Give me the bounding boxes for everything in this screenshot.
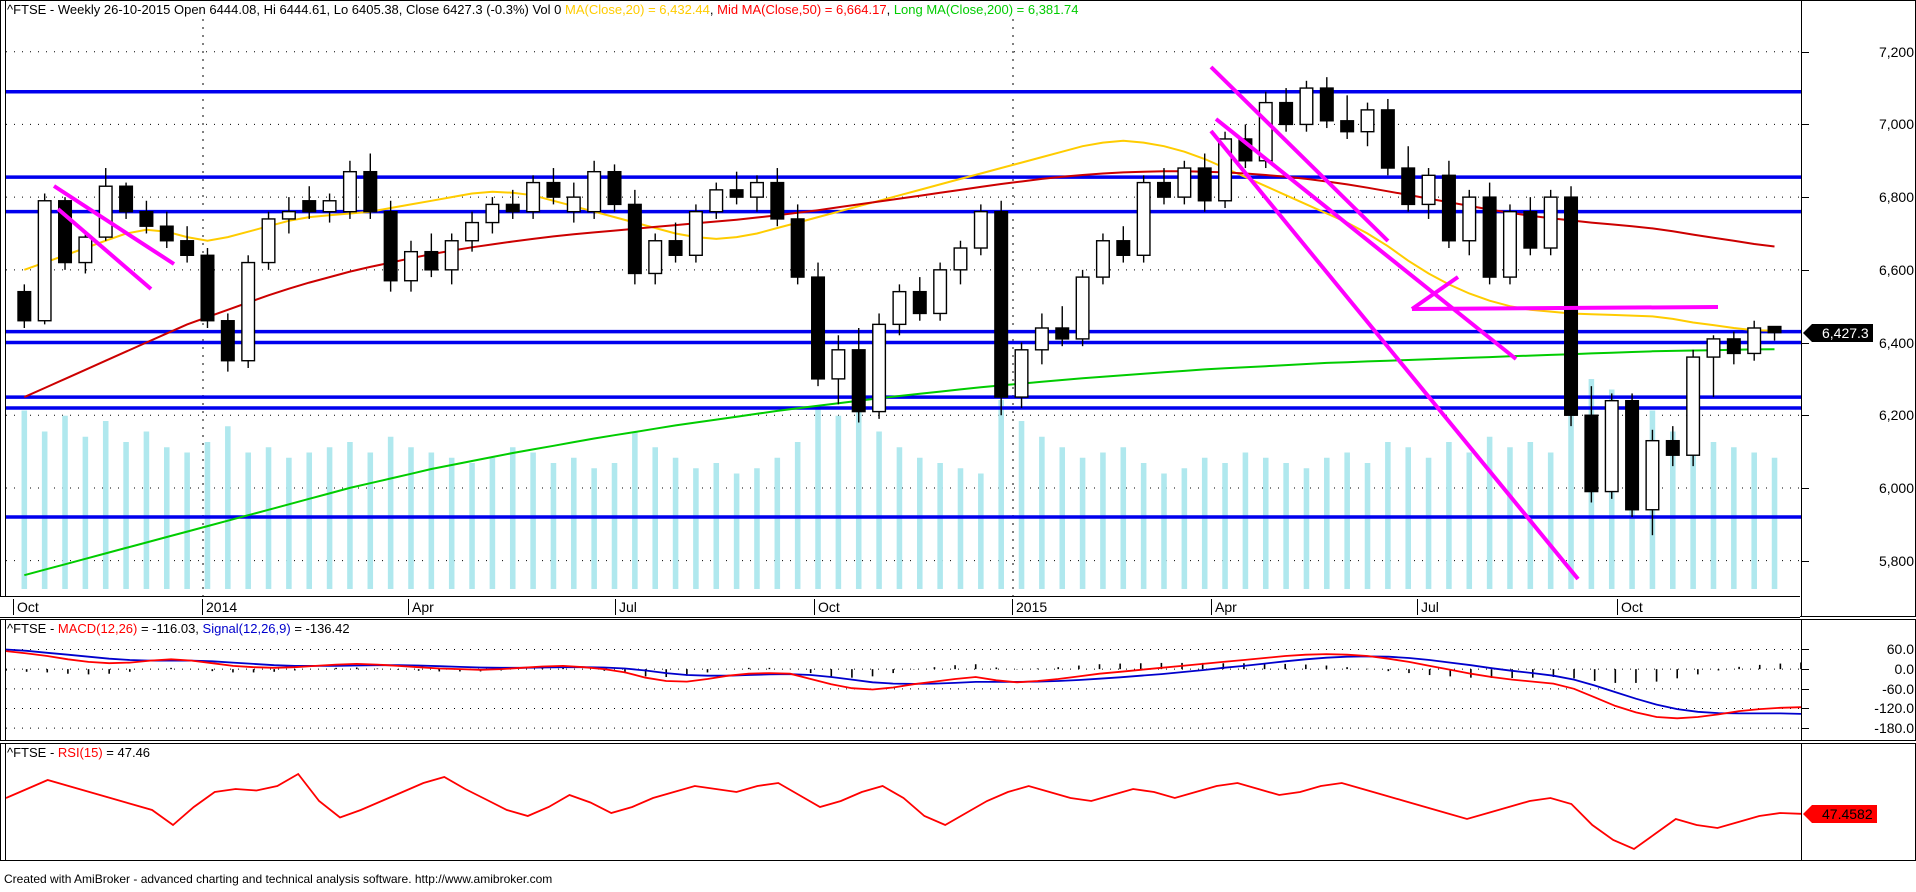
price-title-main: ^FTSE - Weekly 26-10-2015 Open 6444.08, … <box>7 2 562 17</box>
panel-left-rail <box>1 1 6 616</box>
rsi-value-badge: 47.4582 <box>1803 804 1877 823</box>
ma-mid-legend: Mid MA(Close,50) = 6,664.17 <box>717 2 887 17</box>
price-axis-label: 7,000 <box>1878 116 1914 133</box>
title-sep-3: , <box>886 2 894 17</box>
date-axis-label: Jul <box>615 599 637 615</box>
date-axis-label: Apr <box>1211 599 1237 615</box>
price-axis-tick <box>1802 342 1809 344</box>
rsi-title-symbol: ^FTSE <box>7 745 47 760</box>
macd-axis-label: 0.0 <box>1894 661 1914 678</box>
rsi-panel[interactable]: ^FTSE - RSI(15) = 47.46 47.4582 <box>0 743 1916 861</box>
rsi-legend-label: RSI(15) <box>57 745 103 760</box>
price-plot-svg <box>6 19 1801 597</box>
price-axis-tick <box>1802 415 1809 417</box>
macd-axis-label: -180.0 <box>1874 720 1914 737</box>
macd-axis-label: -60.0 <box>1882 680 1914 697</box>
rsi-plot-svg <box>6 772 1801 851</box>
price-axis-label: 6,400 <box>1878 334 1914 351</box>
date-axis-label: Jul <box>1417 599 1439 615</box>
date-axis: Oct 2014 Apr Jul Oct 2015 Apr Jul Oct <box>0 596 1800 618</box>
rsi-panel-title: ^FTSE - RSI(15) = 47.46 <box>7 745 150 760</box>
price-axis-label: 6,600 <box>1878 261 1914 278</box>
macd-axis-tick <box>1802 688 1809 690</box>
macd-axis-tick <box>1802 649 1809 651</box>
date-axis-label: Apr <box>408 599 434 615</box>
price-axis-tick <box>1802 51 1809 53</box>
price-axis-label: 6,000 <box>1878 479 1914 496</box>
footer-credit: Created with AmiBroker - advanced charti… <box>4 872 553 886</box>
price-y-axis: 7,200 7,000 6,800 6,600 6,400 6,200 6,000 5,800… <box>1801 1 1915 616</box>
macd-panel-left-rail <box>1 620 6 740</box>
macd-plot-svg <box>6 648 1801 729</box>
date-axis-label: Oct <box>1617 599 1643 615</box>
price-axis-tick <box>1802 560 1809 562</box>
last-price-badge: 6,427.3 <box>1803 323 1873 342</box>
signal-legend-label: Signal(12,26,9) <box>202 621 291 636</box>
macd-axis-label: -120.0 <box>1874 700 1914 717</box>
macd-axis-label: 60.0 <box>1886 641 1914 658</box>
rsi-title-dash: - <box>46 745 58 760</box>
macd-title-symbol: ^FTSE <box>7 621 47 636</box>
macd-panel-title: ^FTSE - MACD(12,26) = -116.03, Signal(12… <box>7 621 350 636</box>
macd-y-axis: 60.0 0.0 -60.0 -120.0 -180.0 <box>1801 620 1915 740</box>
price-chart-panel[interactable]: ^FTSE - Weekly 26-10-2015 Open 6444.08, … <box>0 0 1916 617</box>
date-axis-label: Oct <box>814 599 840 615</box>
ma-long-legend: Long MA(Close,200) = 6,381.74 <box>893 2 1079 17</box>
macd-plot-area[interactable] <box>6 638 1801 738</box>
macd-legend-label: MACD(12,26) <box>57 621 138 636</box>
rsi-plot-area[interactable] <box>6 762 1801 858</box>
macd-legend-value: = -116.03, <box>137 621 203 636</box>
price-axis-label: 6,800 <box>1878 189 1914 206</box>
price-axis-tick <box>1802 487 1809 489</box>
price-plot-area[interactable] <box>6 19 1801 597</box>
price-axis-label: 6,200 <box>1878 407 1914 424</box>
rsi-panel-left-rail <box>1 744 6 860</box>
ma-fast-legend: MA(Close,20) = 6,432.44 <box>565 2 710 17</box>
date-axis-label: 2015 <box>1012 599 1047 615</box>
rsi-y-axis: 47.4582 <box>1801 744 1915 860</box>
title-sep-2: , <box>709 2 718 17</box>
rsi-legend-value: = 47.46 <box>102 745 151 760</box>
price-axis-label: 5,800 <box>1878 552 1914 569</box>
price-axis-tick <box>1802 197 1809 199</box>
price-axis-tick <box>1802 269 1809 271</box>
price-axis-tick <box>1802 124 1809 126</box>
date-axis-label: 2014 <box>202 599 237 615</box>
macd-axis-tick <box>1802 669 1809 671</box>
macd-panel[interactable]: ^FTSE - MACD(12,26) = -116.03, Signal(12… <box>0 619 1916 741</box>
macd-title-dash: - <box>46 621 58 636</box>
price-axis-label: 7,200 <box>1878 43 1914 60</box>
date-axis-label: Oct <box>13 599 39 615</box>
macd-axis-tick <box>1802 708 1809 710</box>
macd-axis-tick <box>1802 728 1809 730</box>
signal-legend-value: = -136.42 <box>290 621 350 636</box>
price-panel-title: ^FTSE - Weekly 26-10-2015 Open 6444.08, … <box>7 2 1078 17</box>
